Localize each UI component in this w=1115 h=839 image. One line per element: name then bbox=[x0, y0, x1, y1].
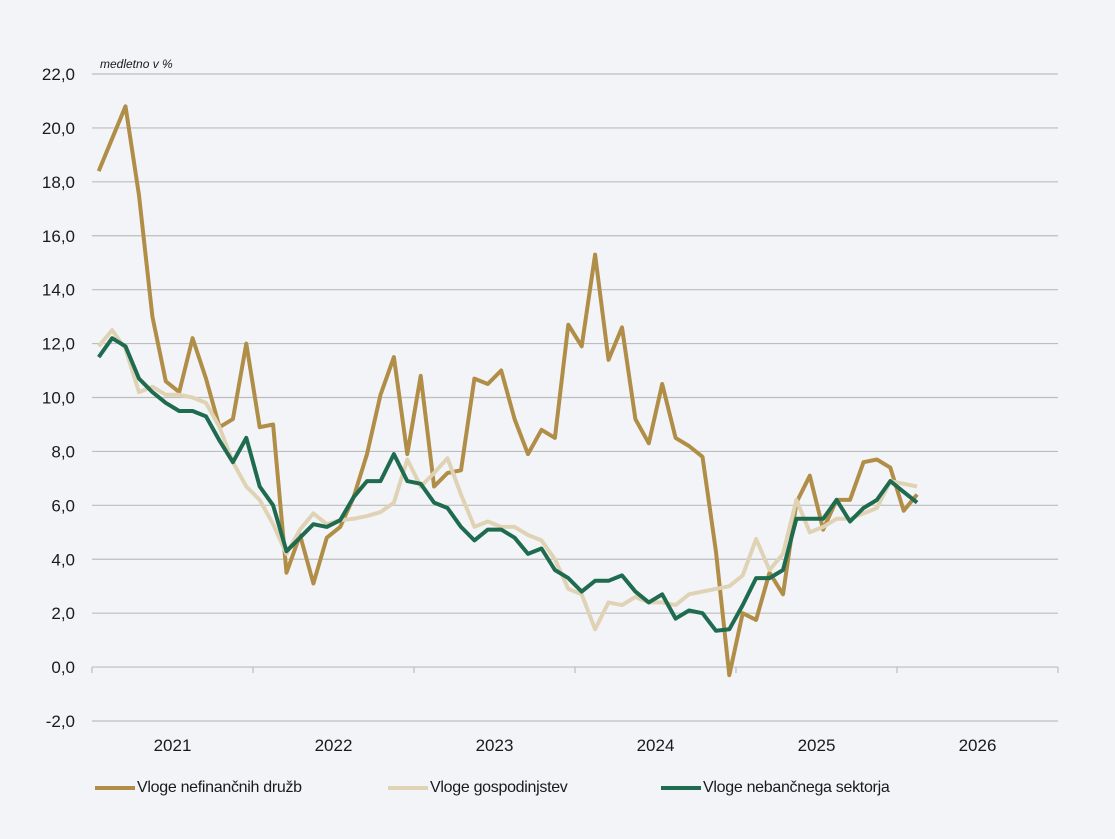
legend-label: Vloge nebančnega sektorja bbox=[703, 779, 890, 796]
unit-label: medletno v % bbox=[100, 57, 173, 71]
y-tick-label: 12,0 bbox=[42, 335, 75, 354]
series-lines bbox=[96, 104, 919, 678]
legend-item-nefinancnih-druzb: Vloge nefinančnih družb bbox=[95, 779, 302, 797]
y-tick-label: 14,0 bbox=[42, 281, 75, 300]
x-tick-label: 2026 bbox=[959, 736, 997, 755]
legend-item-nebancnega-sektorja: Vloge nebančnega sektorja bbox=[661, 779, 890, 797]
line-chart: -2,0 0,0 2,0 4,0 6,0 8,0 10,0 12,0 14,0 16,0 18,0 2… bbox=[42, 57, 1059, 755]
y-tick-label: 20,0 bbox=[42, 119, 75, 138]
legend-swatch-gospodinjstev bbox=[388, 786, 428, 790]
x-axis: 2021 2022 2023 2024 2025 2026 bbox=[91, 666, 1059, 755]
y-tick-label: 10,0 bbox=[42, 389, 75, 408]
legend-swatch-nefinancnih-druzb bbox=[95, 786, 135, 790]
series-line bbox=[96, 104, 919, 678]
legend-label: Vloge gospodinjstev bbox=[430, 779, 568, 796]
series-line bbox=[97, 336, 919, 633]
legend-item-gospodinjstev: Vloge gospodinjstev bbox=[388, 779, 568, 797]
y-tick-label: 2,0 bbox=[51, 604, 75, 623]
series-line bbox=[97, 328, 918, 632]
legend-swatch-nebancnega-sektorja bbox=[661, 786, 701, 790]
y-tick-label: 0,0 bbox=[51, 658, 75, 677]
legend-label: Vloge nefinančnih družb bbox=[137, 779, 302, 796]
x-tick-label: 2021 bbox=[154, 736, 192, 755]
series-0 bbox=[96, 104, 919, 678]
series-2 bbox=[97, 336, 919, 633]
y-tick-label: 4,0 bbox=[51, 550, 75, 569]
y-tick-label: -2,0 bbox=[46, 712, 75, 731]
y-tick-label: 16,0 bbox=[42, 227, 75, 246]
x-tick-label: 2025 bbox=[798, 736, 836, 755]
y-tick-label: 22,0 bbox=[42, 65, 75, 84]
y-tick-label: 18,0 bbox=[42, 173, 75, 192]
x-tick-label: 2023 bbox=[476, 736, 514, 755]
series-1 bbox=[97, 328, 918, 632]
y-axis-tick-labels: -2,0 0,0 2,0 4,0 6,0 8,0 10,0 12,0 14,0 16,0 18,0 2… bbox=[42, 65, 75, 731]
y-tick-label: 6,0 bbox=[51, 496, 75, 515]
x-tick-label: 2022 bbox=[315, 736, 353, 755]
x-tick-label: 2024 bbox=[637, 736, 675, 755]
y-tick-label: 8,0 bbox=[51, 442, 75, 461]
